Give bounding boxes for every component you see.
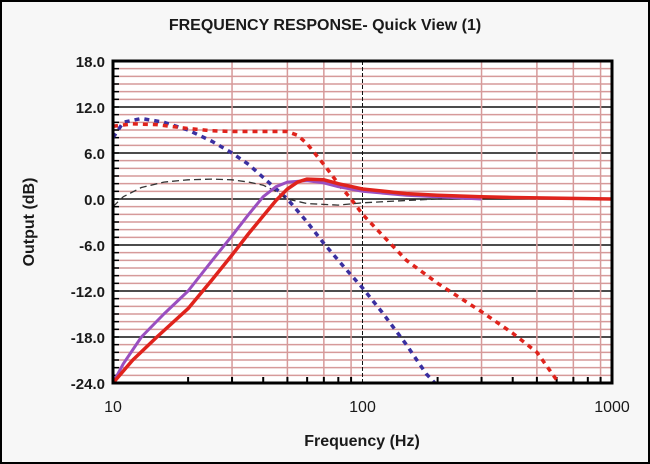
y-tick-label: -12.0	[71, 284, 105, 301]
y-axis-label: Output (dB)	[21, 178, 38, 267]
grid	[113, 60, 612, 384]
y-tick-label: 0.0	[84, 192, 105, 209]
y-tick-labels: 18.0 12.0 6.0 0.0 -6.0 -12.0 -18.0 -24.0	[71, 54, 105, 393]
y-tick-label: -24.0	[71, 376, 105, 393]
y-tick-label: 18.0	[76, 54, 105, 71]
x-axis-label: Frequency (Hz)	[304, 433, 420, 450]
series-line-red-dotted	[112, 122, 561, 385]
x-tick-labels: 10 100 1000	[104, 399, 630, 416]
x-tick-label: 100	[349, 399, 376, 416]
y-tick-label: -6.0	[79, 238, 105, 255]
chart-title: FREQUENCY RESPONSE- Quick View (1)	[169, 17, 481, 34]
y-tick-label: 12.0	[76, 100, 105, 117]
series-line-purple-solid	[111, 179, 482, 384]
series-line-black-dashed	[112, 178, 482, 208]
series-line-red-solid	[111, 177, 613, 385]
series-group	[111, 116, 613, 385]
x-tick-label: 10	[104, 399, 122, 416]
plot-border	[111, 59, 614, 385]
y-tick-label: 6.0	[84, 146, 105, 163]
x-tick-label: 1000	[594, 399, 630, 416]
y-tick-label: -18.0	[71, 330, 105, 347]
